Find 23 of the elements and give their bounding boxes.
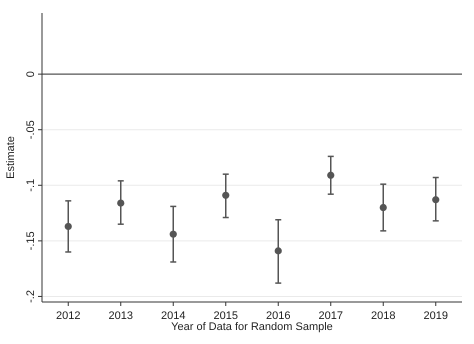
- x-tick-label: 2016: [266, 310, 290, 322]
- x-axis-title: Year of Data for Random Sample: [171, 321, 333, 333]
- y-tick-label: -.1: [25, 178, 37, 192]
- x-tick-label: 2013: [108, 310, 133, 322]
- x-tick-label: 2012: [56, 310, 80, 322]
- y-tick-label: -.05: [25, 120, 37, 140]
- point: [64, 222, 72, 230]
- point: [170, 230, 177, 238]
- x-tick-label: 2018: [371, 310, 396, 322]
- point: [380, 204, 387, 212]
- x-tick-label: 2017: [318, 310, 343, 322]
- y-tick-label: 0: [25, 71, 37, 78]
- y-tick-label: -.15: [25, 231, 37, 250]
- point: [274, 247, 282, 254]
- point: [327, 172, 334, 179]
- y-tick-label: -.2: [25, 290, 37, 303]
- point: [432, 196, 440, 204]
- y-axis-title: Estimate: [5, 136, 17, 179]
- point: [117, 199, 124, 207]
- x-tick-label: 2014: [161, 310, 186, 322]
- x-tick-label: 2019: [424, 310, 448, 322]
- x-tick-label: 2015: [214, 310, 238, 322]
- point: [222, 192, 230, 199]
